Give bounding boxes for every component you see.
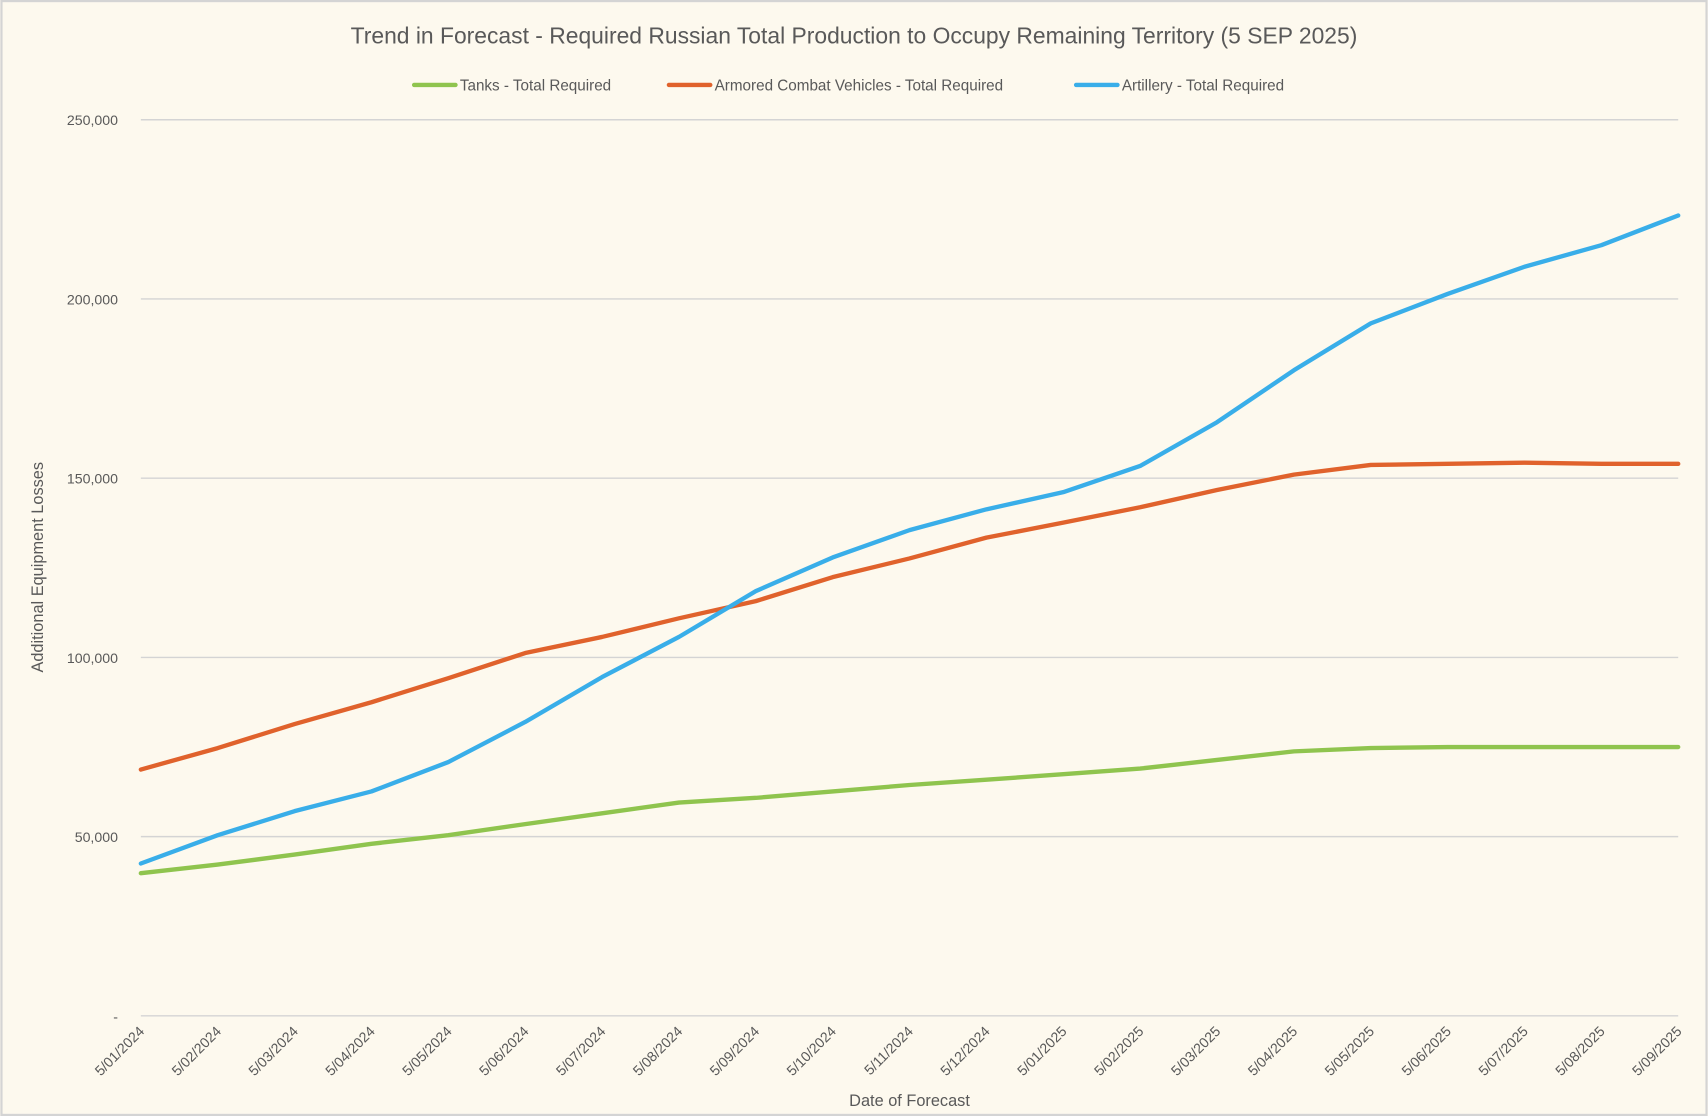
legend-label-2: Artillery - Total Required: [1122, 77, 1284, 94]
series-line-2: [138, 213, 1681, 866]
y-tick-label: 100,000: [67, 650, 118, 666]
y-tick-label: 150,000: [67, 471, 118, 487]
series-line-0: [138, 744, 1681, 876]
legend-label-1: Armored Combat Vehicles - Total Required: [715, 77, 1003, 94]
y-axis-title: Additional Equipment Losses: [29, 462, 47, 673]
legend-label-0: Tanks - Total Required: [460, 77, 611, 94]
series-line-1: [138, 460, 1681, 772]
y-tick-label: -: [113, 1008, 118, 1024]
y-tick-label: 50,000: [75, 829, 118, 845]
y-tick-label: 200,000: [67, 291, 118, 307]
y-tick-label: 250,000: [67, 112, 118, 128]
series-lines: [138, 213, 1681, 876]
gridlines: [140, 119, 1679, 1017]
legend: Tanks - Total Required Armored Combat Veh…: [411, 77, 1284, 94]
chart-title: Trend in Forecast - Required Russian Tot…: [351, 23, 1358, 49]
x-axis-title: Date of Forecast: [849, 1092, 970, 1110]
y-axis-ticks: - 50,000 100,000 150,000 200,000 250,000: [67, 112, 118, 1024]
